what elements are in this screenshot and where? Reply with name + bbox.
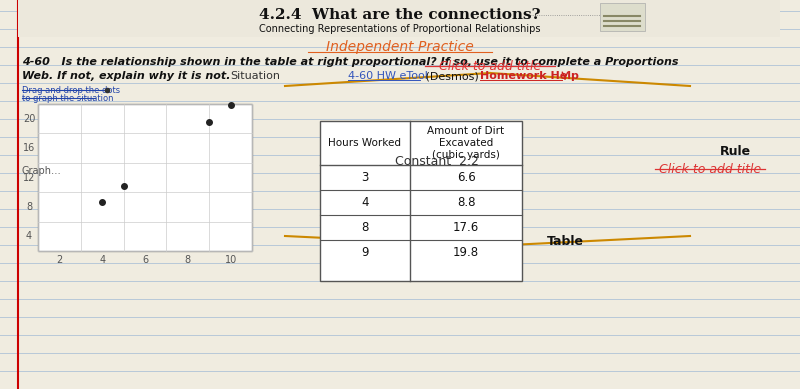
Text: 4: 4 <box>26 231 32 241</box>
Text: 8: 8 <box>26 202 32 212</box>
Bar <box>320 121 522 281</box>
Text: 4: 4 <box>362 196 369 209</box>
Text: Web. If not, explain why it is not.: Web. If not, explain why it is not. <box>22 71 230 81</box>
Text: 4.2.4  What are the connections?: 4.2.4 What are the connections? <box>259 8 541 22</box>
Bar <box>600 3 645 31</box>
Text: 20: 20 <box>23 114 35 124</box>
Text: Constant  2.2: Constant 2.2 <box>395 154 479 168</box>
Text: Drag and drop the dots: Drag and drop the dots <box>22 86 120 95</box>
Text: Hours Worked: Hours Worked <box>329 138 402 148</box>
Text: 9: 9 <box>362 246 369 259</box>
Text: 6.6: 6.6 <box>457 171 475 184</box>
Text: Situation: Situation <box>230 71 280 81</box>
Text: 8.8: 8.8 <box>457 196 475 209</box>
Text: 17.6: 17.6 <box>453 221 479 234</box>
Text: 3: 3 <box>362 171 369 184</box>
Text: 4-60   Is the relationship shown in the table at right proportional? If so, use : 4-60 Is the relationship shown in the ta… <box>22 57 678 67</box>
Bar <box>38 104 252 251</box>
Text: 8: 8 <box>185 255 191 265</box>
Text: 4-60 HW eTool: 4-60 HW eTool <box>348 71 428 81</box>
Text: 16: 16 <box>23 143 35 153</box>
Text: Click to add title: Click to add title <box>439 60 541 72</box>
Text: Independent Practice: Independent Practice <box>326 40 474 54</box>
Text: 4: 4 <box>99 255 106 265</box>
Text: (Desmos): (Desmos) <box>422 71 478 81</box>
Text: Rule: Rule <box>720 144 751 158</box>
Text: 10: 10 <box>225 255 237 265</box>
Text: Click to add title: Click to add title <box>659 163 761 175</box>
Text: 19.8: 19.8 <box>453 246 479 259</box>
Text: to graph the situation: to graph the situation <box>22 93 114 102</box>
Bar <box>18 0 780 37</box>
Text: Amount of Dirt
Excavated
(cubic yards): Amount of Dirt Excavated (cubic yards) <box>427 126 505 160</box>
Text: Table: Table <box>547 235 584 247</box>
Text: Homework Help: Homework Help <box>480 71 579 81</box>
Text: Connecting Representations of Proportional Relationships: Connecting Representations of Proportion… <box>259 24 541 34</box>
Text: 2: 2 <box>56 255 62 265</box>
Text: 6: 6 <box>142 255 148 265</box>
Text: 8: 8 <box>362 221 369 234</box>
Text: 12: 12 <box>23 172 35 182</box>
Text: Graph…: Graph… <box>22 166 62 176</box>
